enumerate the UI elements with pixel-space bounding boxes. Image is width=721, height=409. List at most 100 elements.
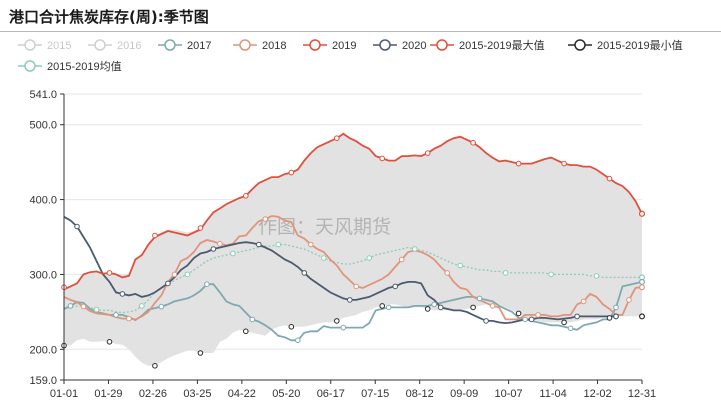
series-point-2018 [489, 303, 496, 309]
series-point-2020 [165, 280, 171, 287]
series-line-2015-2019- [63, 243, 642, 314]
series-point-2020 [210, 246, 217, 252]
series-point-2020 [437, 304, 444, 311]
series-point-2017 [295, 337, 301, 344]
series-point-2015-2019- [93, 306, 100, 313]
series-point-2020 [347, 297, 353, 303]
legend-item-2016[interactable]: 2016 [88, 39, 141, 52]
series-point-2017 [385, 304, 392, 311]
series-point-2017 [522, 316, 528, 323]
series-point-2020 [74, 223, 80, 230]
series-point-2018 [626, 297, 632, 303]
legend-item-2017[interactable]: 2017 [158, 39, 211, 52]
series-point-2017 [340, 324, 347, 331]
series-point-2015-2019- [411, 246, 418, 252]
series-point-2015-2019- [184, 271, 191, 278]
series-point-2017 [67, 303, 74, 309]
title-divider [0, 31, 721, 32]
series-point-2018 [126, 315, 132, 322]
min-max-range-band [64, 133, 642, 366]
y-tick-label: 159.0 [29, 375, 57, 387]
legend-circle-icon [24, 60, 36, 72]
legend-label: 2019 [332, 40, 356, 52]
series-point-2015-2019- [457, 262, 464, 269]
series-point-2015-2019- [152, 363, 158, 369]
legend-label: 2015 [47, 40, 71, 52]
series-line-2018 [63, 215, 643, 321]
series-point-2015-2019- [593, 273, 600, 279]
series-point-2018 [308, 241, 314, 248]
series-point-2018 [398, 256, 405, 263]
series-point-2017 [249, 316, 256, 323]
series-point-2015-2019- [106, 339, 113, 345]
series-end-point-2015-2019- [638, 313, 645, 320]
series-end-point-2015-2019- [638, 210, 645, 217]
series-point-2015-2019- [243, 193, 249, 199]
series-markers [61, 135, 645, 369]
legend-item-2015-2019-[interactable]: 2015-2019均值 [18, 60, 122, 73]
series-point-2015-2019- [548, 271, 554, 278]
series-point-2015-2019- [470, 139, 476, 146]
series-point-2015-2019- [243, 328, 249, 335]
legend-circle-icon [94, 39, 106, 51]
legend-item-2015-2019-[interactable]: 2015-2019最小值 [568, 39, 683, 52]
series-point-2015-2019- [152, 232, 158, 239]
series-point-2015-2019- [424, 306, 431, 312]
legend-circle-icon [309, 39, 321, 51]
series-point-2015-2019- [606, 315, 613, 321]
y-tick-label: 500.0 [29, 120, 57, 132]
legend-item-2015[interactable]: 2015 [18, 39, 71, 52]
series-point-2020 [392, 283, 399, 290]
series-point-2015-2019- [288, 324, 295, 330]
series-point-2015-2019- [515, 160, 522, 167]
legend-item-2020[interactable]: 2020 [373, 39, 426, 52]
legend-label: 2015-2019均值 [47, 60, 122, 73]
series-point-2015-2019- [502, 270, 509, 276]
legend-circle-icon [574, 39, 586, 51]
legend-circle-icon [379, 39, 391, 51]
series-point-2017 [431, 301, 438, 308]
legend-circle-icon [436, 39, 448, 51]
series-point-2018 [535, 312, 541, 318]
series-end-point-2018 [638, 284, 645, 291]
x-tick-label: 04-22 [228, 388, 256, 400]
series-point-2015-2019- [424, 150, 431, 156]
legend-label: 2016 [117, 40, 141, 52]
series-point-2018 [444, 270, 451, 276]
series-point-2017 [567, 325, 574, 332]
series-point-2015-2019- [288, 169, 295, 176]
legend-label: 2020 [402, 40, 426, 52]
series-point-2020 [256, 241, 262, 248]
series-point-2017 [204, 281, 210, 288]
series-point-2015-2019- [366, 255, 373, 261]
legend-item-2015-2019-[interactable]: 2015-2019最大值 [430, 38, 545, 52]
series-end-point-2017 [638, 278, 645, 285]
series-point-2018 [217, 240, 223, 247]
series-point-2018 [80, 303, 87, 310]
watermark: 作图：天风期货 [258, 216, 391, 238]
x-tick-label: 10-07 [495, 388, 523, 400]
x-tick-label: 03-25 [183, 388, 211, 400]
y-tick-label: 300.0 [29, 269, 57, 281]
series-point-2017 [158, 303, 165, 310]
legend: 2015 2016 2017 2018 2019 2020 2015-2019最大值 2015… [18, 38, 683, 73]
series-point-2015-2019- [470, 304, 476, 311]
x-tick-label: 09-09 [450, 388, 478, 400]
series-point-2015-2019- [197, 225, 204, 231]
series-point-2015-2019- [275, 241, 282, 248]
series-point-2017 [476, 295, 483, 302]
legend-item-2019[interactable]: 2019 [303, 39, 356, 52]
x-tick-label: 01-01 [50, 388, 78, 400]
series-point-2017 [613, 304, 619, 311]
x-tick-label: 12-31 [628, 388, 656, 400]
series-point-2018 [171, 271, 178, 278]
series-point-2015-2019- [334, 135, 340, 141]
x-tick-label: 06-17 [317, 388, 345, 400]
series-point-2020 [483, 318, 489, 324]
legend-item-2018[interactable]: 2018 [233, 39, 286, 52]
series-point-2020 [528, 316, 535, 323]
x-tick-label: 01-29 [94, 388, 122, 400]
series-point-2018 [262, 216, 269, 222]
series-point-2015-2019- [230, 250, 236, 257]
